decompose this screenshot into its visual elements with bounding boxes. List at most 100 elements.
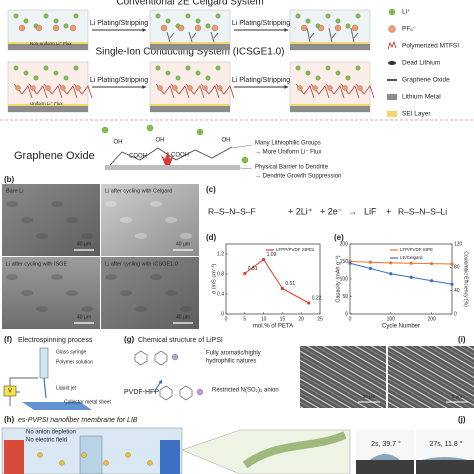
pf6-anion <box>334 24 342 32</box>
image-caption: Li after cycling with ICSGE1.0 <box>105 261 178 267</box>
panel-title: Chemical structure of LiPSI <box>138 337 223 344</box>
equation-term: → <box>348 206 357 216</box>
label: Li Plating/Stripping <box>232 20 290 27</box>
sem-texture <box>6 274 18 280</box>
sem-texture <box>36 233 48 239</box>
li-ion <box>37 452 43 458</box>
dendrite-tip <box>161 151 174 165</box>
legend-label: LE/Celgard <box>400 255 423 260</box>
li-ion <box>215 65 221 71</box>
sem-texture <box>51 274 63 280</box>
y-tick-label: 0 <box>221 311 224 317</box>
image-caption: Li after cycling with Celgard <box>105 188 172 194</box>
sem-texture <box>51 201 63 207</box>
y-axis-label: σ (mS cm⁻¹) <box>211 264 217 295</box>
sem-texture <box>81 306 93 312</box>
legend-icon <box>387 94 397 100</box>
lithium-metal <box>150 44 230 50</box>
leader <box>239 167 253 170</box>
flux-label: Uniform Li⁺ Flux <box>30 101 63 106</box>
panel-label: (h) <box>4 415 15 424</box>
pf6-anion <box>45 85 51 91</box>
note: Many Lithiophilic Groups <box>255 141 321 147</box>
scale-label: 40 μm <box>176 241 190 247</box>
y-tick-label: 0.8 <box>217 271 224 277</box>
legend-icon <box>388 61 396 65</box>
scale-label: 5 μm <box>452 394 462 399</box>
data-point <box>430 262 434 266</box>
panel-label: (i) <box>458 335 466 344</box>
pf6-anion <box>202 85 208 91</box>
sem-texture <box>120 217 132 223</box>
legend-icon <box>388 8 396 16</box>
arrow-head <box>284 28 288 32</box>
li-ion <box>175 75 181 81</box>
series-line <box>349 261 453 265</box>
pf6-anion <box>211 24 219 32</box>
y2-tick-label: 120 <box>454 241 463 247</box>
note: → Dendrite Growth Suppression <box>255 174 341 180</box>
scale-label: 20 μm <box>363 394 376 399</box>
electrode <box>4 440 24 474</box>
y2-axis-label: Coulombic Efficiency (%) <box>463 251 469 307</box>
equation-term: + 2Li⁺ <box>288 206 313 216</box>
pf6-anion <box>300 24 308 32</box>
li-ion <box>53 18 59 24</box>
pf6-anion <box>60 85 66 91</box>
arrow-head <box>142 85 146 89</box>
pf6-anion <box>297 85 303 91</box>
scale-label: 40 μm <box>77 314 91 320</box>
li-ion <box>73 13 79 19</box>
li-ion <box>53 70 59 76</box>
functional-group: OH <box>156 138 165 144</box>
li-ion <box>295 13 301 19</box>
lithium-metal <box>290 44 370 50</box>
sem-texture <box>165 217 177 223</box>
scale-label: 40 μm <box>77 241 91 247</box>
pf6-anion <box>52 24 60 32</box>
data-point <box>409 275 413 279</box>
equation-term: LiF <box>364 206 377 216</box>
pf6-anion <box>194 24 202 32</box>
li-ion <box>81 452 87 458</box>
liquid-jet <box>43 377 47 399</box>
legend-label: LFPP/PVDF SIPEs <box>276 247 315 252</box>
li-site <box>171 353 179 361</box>
note: No electric field <box>26 438 67 444</box>
data-point <box>389 261 393 265</box>
pf6-anion <box>317 24 325 32</box>
li-ion <box>146 124 154 132</box>
li-ion <box>241 156 249 164</box>
panel-title: es-PVPSI nanofiber membrane for LIB <box>18 417 138 424</box>
pf6-anion <box>187 85 193 91</box>
li-ion <box>195 70 201 76</box>
panel-title: Electrospinning process <box>18 337 93 344</box>
legend-label: Lithium Metal <box>402 94 441 101</box>
sei-layer <box>150 42 230 44</box>
sem-texture <box>6 201 18 207</box>
part-label: Collector metal sheet <box>64 399 112 405</box>
sem-texture <box>135 233 147 239</box>
sem-texture <box>150 201 162 207</box>
pf6-anion <box>160 24 168 32</box>
droplet <box>422 457 468 460</box>
dendrite <box>328 27 337 43</box>
li-ion <box>345 75 351 81</box>
panel-label: (c) <box>206 185 216 194</box>
panel-label: (d) <box>206 233 217 242</box>
data-label: 0.51 <box>285 281 295 287</box>
data-label: 0.81 <box>248 266 258 272</box>
li-ion <box>196 128 204 136</box>
series-line <box>349 262 453 285</box>
data-point <box>450 282 454 286</box>
x-tick-label: 0 <box>349 316 352 322</box>
li-ion <box>13 13 19 19</box>
li-ion <box>355 65 361 71</box>
li-ion <box>43 13 49 19</box>
panel-label: (g) <box>124 335 135 344</box>
data-point <box>389 272 393 276</box>
li-ion <box>43 65 49 71</box>
panel-label: (f) <box>4 335 12 344</box>
legend-icon <box>387 111 397 117</box>
li-ion <box>305 18 311 24</box>
